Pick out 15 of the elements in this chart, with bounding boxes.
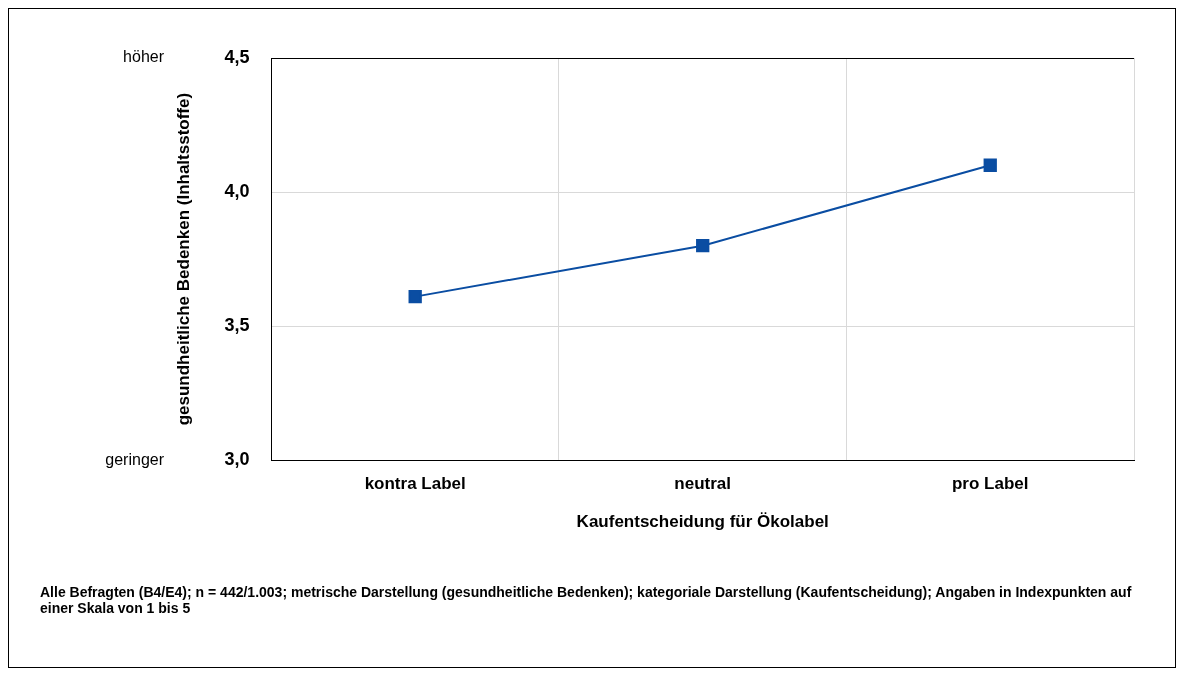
x-tick-label: kontra Label [364,474,466,494]
text: geringer [105,450,165,468]
y-tick-label: 4,5 [224,46,250,67]
text: Alle Befragten (B4/E4); n = 442/1.003; metrische Darstellung (gesundheitliche Bedenken); kategoriale Darstellung (Kaufentscheidung); Angaben in Indexpunkten auf einer Skala von 1 bis 5 [40,584,1133,616]
point [696,239,710,253]
point [983,158,997,172]
y-tick-label: 3,5 [224,315,250,336]
y-tick-label: 4,0 [224,181,250,202]
y-tick-label: 3,0 [224,449,250,470]
text: höher [123,48,165,66]
x-tick-label: pro Label [951,474,1029,494]
point [408,289,422,304]
x-tick-label: neutral [674,474,732,494]
y-axis-title: gesundheitliche Bedenken (Inhaltsstoffe) [173,92,193,426]
x-axis-title: Kaufentscheidung für Ökolabel [576,512,829,532]
